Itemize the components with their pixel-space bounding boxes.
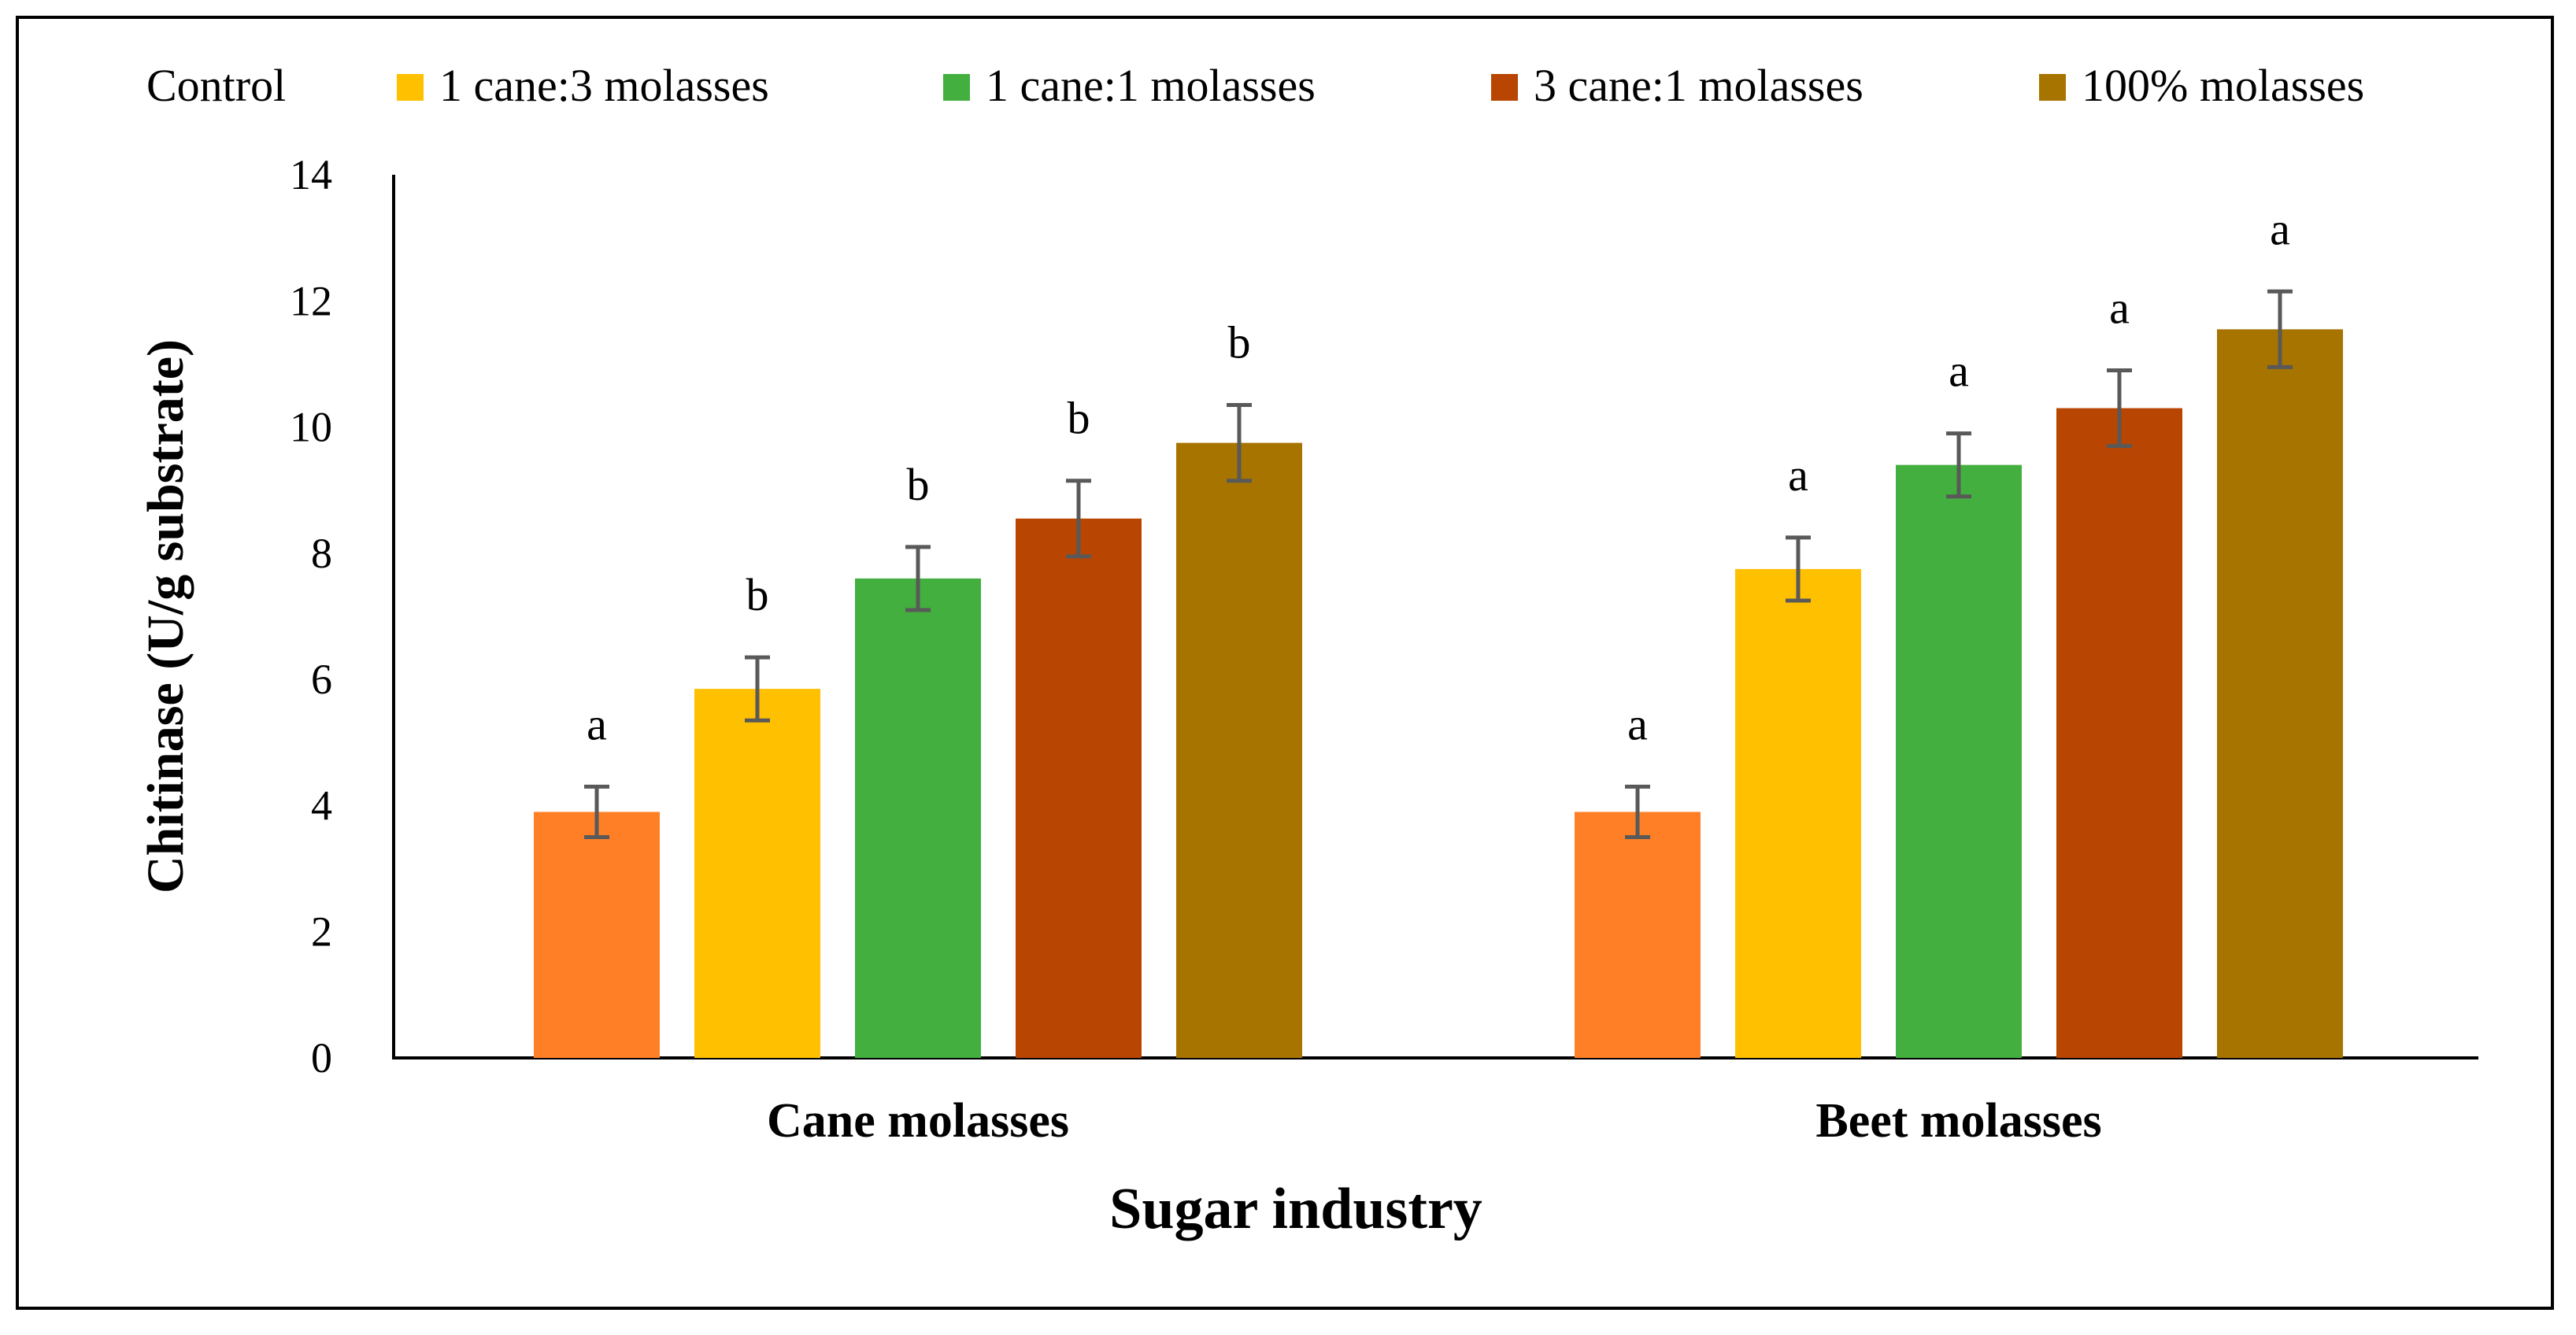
y-tick-label: 6 bbox=[311, 656, 332, 703]
y-tick-label: 0 bbox=[311, 1034, 332, 1082]
bar bbox=[2056, 408, 2182, 1058]
legend-swatch bbox=[1491, 74, 1518, 101]
significance-letter: a bbox=[1627, 698, 1648, 749]
legend-swatch bbox=[397, 74, 424, 101]
significance-letter: b bbox=[1228, 317, 1251, 368]
x-category-label: Beet molasses bbox=[1815, 1094, 2101, 1148]
legend-label: 1 cane:3 molasses bbox=[439, 60, 769, 111]
y-axis-title: Chitinase (U/g substrate) bbox=[137, 339, 194, 893]
bar bbox=[1735, 568, 1861, 1058]
bar bbox=[1016, 518, 1142, 1058]
y-tick-label: 12 bbox=[290, 277, 332, 324]
x-category-label: Cane molasses bbox=[767, 1094, 1069, 1148]
bar bbox=[1176, 442, 1302, 1058]
bar bbox=[2217, 329, 2343, 1059]
legend-label: Control bbox=[146, 60, 286, 111]
significance-letter: b bbox=[1068, 393, 1090, 444]
legend-label: 100% molasses bbox=[2082, 60, 2364, 111]
significance-letter: a bbox=[587, 698, 607, 749]
significance-letter: b bbox=[907, 459, 930, 510]
bar bbox=[694, 689, 820, 1058]
bar bbox=[534, 812, 660, 1058]
y-tick-label: 14 bbox=[290, 151, 332, 198]
legend-label: 3 cane:1 molasses bbox=[1534, 60, 1864, 111]
bar bbox=[855, 578, 981, 1058]
bar bbox=[1575, 812, 1701, 1058]
significance-letter: a bbox=[1788, 449, 1808, 501]
significance-letter: a bbox=[1949, 346, 1969, 397]
y-tick-label: 10 bbox=[290, 404, 332, 451]
y-tick-label: 4 bbox=[311, 782, 332, 829]
significance-letter: b bbox=[746, 569, 769, 620]
legend-swatch bbox=[943, 74, 970, 101]
legend-label: 1 cane:1 molasses bbox=[986, 60, 1316, 111]
significance-letter: a bbox=[2270, 203, 2290, 254]
x-axis-title: Sugar industry bbox=[1109, 1177, 1482, 1241]
legend-swatch bbox=[2039, 74, 2066, 101]
y-tick-label: 2 bbox=[311, 908, 332, 956]
significance-letter: a bbox=[2109, 282, 2130, 333]
y-tick-label: 8 bbox=[311, 530, 332, 577]
bar bbox=[1896, 464, 2022, 1058]
